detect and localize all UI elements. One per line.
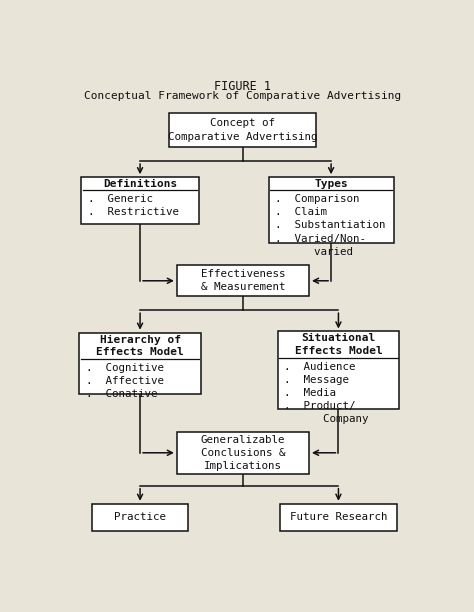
FancyBboxPatch shape <box>82 177 199 224</box>
Text: .  Comparison
.  Claim
.  Substantiation
.  Varied/Non-
      varied: . Comparison . Claim . Substantiation . … <box>275 194 386 257</box>
Text: Effectiveness
& Measurement: Effectiveness & Measurement <box>201 269 285 293</box>
Text: Generalizable
Conclusions &
Implications: Generalizable Conclusions & Implications <box>201 435 285 471</box>
FancyBboxPatch shape <box>269 177 393 243</box>
FancyBboxPatch shape <box>177 431 309 474</box>
FancyBboxPatch shape <box>278 332 399 409</box>
Text: Practice: Practice <box>114 512 166 523</box>
Text: .  Generic
.  Restrictive: . Generic . Restrictive <box>88 194 179 217</box>
Text: FIGURE 1: FIGURE 1 <box>214 80 272 93</box>
Text: Future Research: Future Research <box>290 512 387 523</box>
Text: Conceptual Framework of Comparative Advertising: Conceptual Framework of Comparative Adve… <box>84 91 401 100</box>
Text: .  Audience
.  Message
.  Media
.  Product/
      Company: . Audience . Message . Media . Product/ … <box>284 362 369 424</box>
FancyBboxPatch shape <box>80 332 201 394</box>
Text: Hierarchy of
Effects Model: Hierarchy of Effects Model <box>96 335 184 357</box>
Text: Situational
Effects Model: Situational Effects Model <box>294 334 383 356</box>
FancyBboxPatch shape <box>177 266 309 296</box>
Text: Concept of
Comparative Advertising: Concept of Comparative Advertising <box>168 118 318 141</box>
Text: Definitions: Definitions <box>103 179 177 188</box>
FancyBboxPatch shape <box>280 504 397 531</box>
FancyBboxPatch shape <box>92 504 188 531</box>
FancyBboxPatch shape <box>169 113 316 147</box>
Text: .  Cognitive
.  Affective
.  Conative: . Cognitive . Affective . Conative <box>86 363 164 399</box>
Text: Types: Types <box>314 179 348 188</box>
